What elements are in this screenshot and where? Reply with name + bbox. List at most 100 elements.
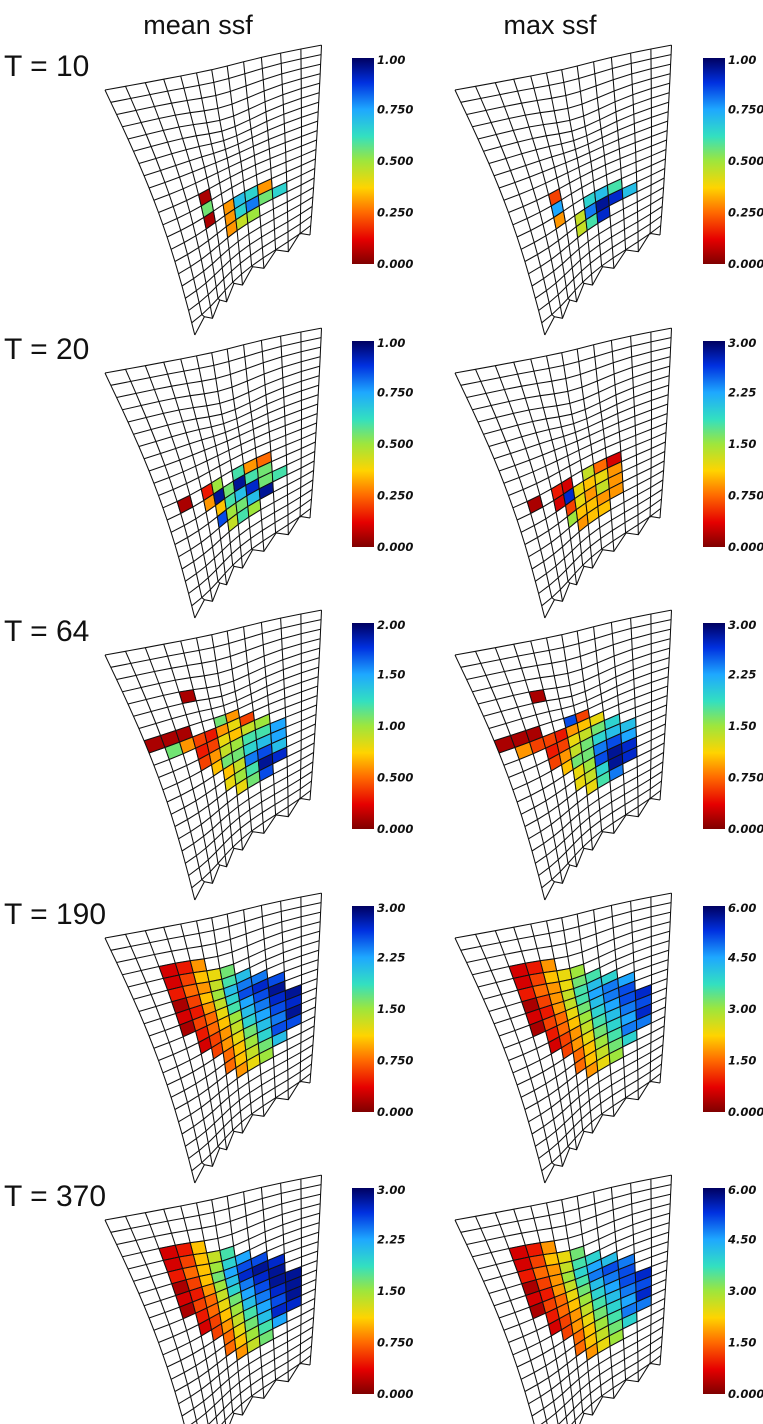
- mesh-line: [226, 630, 253, 833]
- colorbar-tick-label: 4.50: [727, 1233, 756, 1247]
- row-label: T = 20: [4, 333, 89, 366]
- mesh-line: [180, 75, 228, 302]
- mesh-line: [659, 610, 673, 801]
- colorbar-tick-label: 1.50: [728, 1054, 756, 1068]
- mesh-line: [309, 893, 323, 1084]
- mesh-line: [454, 654, 546, 901]
- mesh-line: [243, 61, 265, 269]
- colorbar-tick-label: 0.500: [377, 437, 413, 451]
- mesh-line: [630, 53, 639, 252]
- colorbar-tick-label: 0.000: [728, 822, 763, 836]
- mesh-line: [475, 86, 555, 318]
- mesh-line: [211, 634, 244, 851]
- row-label: T = 370: [4, 1180, 106, 1213]
- colorbar-tick-label: 1.00: [377, 719, 405, 733]
- mesh-line: [180, 358, 228, 585]
- colorbar-tick-label: 0.000: [377, 257, 413, 271]
- mesh-line: [545, 1202, 585, 1414]
- mesh-line: [475, 651, 555, 883]
- mesh-line: [610, 622, 627, 816]
- mesh-line: [513, 1209, 568, 1424]
- mesh-line: [659, 893, 673, 1084]
- colorbar-tick-label: 1.50: [377, 1002, 405, 1016]
- mesh-line: [299, 613, 303, 800]
- colorbar-tick-label: 3.00: [377, 901, 405, 915]
- mesh-line: [561, 1199, 594, 1416]
- colorbar-tick-label: 6.00: [728, 901, 756, 915]
- mesh-line: [104, 654, 196, 901]
- mesh-line: [475, 369, 555, 601]
- colorbar-tick-label: 0.500: [377, 771, 413, 785]
- mesh-line: [280, 1183, 289, 1382]
- mesh-line: [576, 913, 603, 1116]
- mesh-line: [195, 1202, 235, 1414]
- mesh-line: [561, 634, 594, 851]
- mesh-line: [211, 69, 244, 286]
- colorbar-tick-label: 0.000: [728, 1387, 763, 1401]
- row-label: T = 64: [4, 615, 89, 648]
- colorbar-tick-label: 0.500: [728, 154, 763, 168]
- mesh-line: [630, 618, 639, 817]
- mesh-line: [610, 57, 627, 251]
- mesh-line: [545, 72, 585, 284]
- mesh-line: [163, 644, 221, 866]
- mesh-panel-mean: [104, 44, 323, 336]
- mesh-panel-max: [454, 609, 673, 901]
- mesh-line: [299, 896, 303, 1083]
- colorbar-tick-label: 2.25: [377, 1233, 405, 1247]
- mesh-line: [144, 1212, 209, 1424]
- mesh-line: [195, 637, 235, 849]
- mesh-panel-mean: [104, 609, 323, 901]
- mesh-line: [454, 89, 546, 336]
- mesh-line: [649, 331, 653, 518]
- mesh-line: [659, 328, 673, 519]
- colorbar-tick-label: 1.00: [377, 53, 405, 67]
- mesh-line: [630, 336, 639, 535]
- colorbar-tick-label: 0.250: [728, 206, 763, 220]
- mesh-line: [226, 1195, 253, 1398]
- colorbar-tick-label: 0.000: [728, 257, 763, 271]
- mesh-panel-max: [454, 892, 673, 1184]
- mesh-line: [280, 618, 289, 817]
- mesh-line: [530, 640, 578, 867]
- mesh-line: [610, 1187, 627, 1381]
- mesh-line: [513, 927, 571, 1149]
- mesh-line: [226, 913, 253, 1116]
- column-title-max: max ssf: [503, 10, 597, 40]
- colorbar-tick-label: 2.25: [728, 668, 756, 682]
- mesh-line: [243, 1191, 265, 1399]
- mesh-line: [104, 1219, 185, 1424]
- mesh-line: [454, 937, 546, 1184]
- mesh-line: [649, 48, 653, 235]
- mesh-line: [125, 1216, 198, 1424]
- mesh-line: [125, 651, 205, 883]
- mesh-line: [576, 65, 603, 268]
- mesh-line: [125, 369, 205, 601]
- mesh-line: [180, 640, 228, 867]
- colorbar-tick-label: 1.50: [728, 719, 756, 733]
- mesh-line: [576, 1195, 603, 1398]
- colorbar-tick-label: 0.000: [377, 822, 413, 836]
- mesh-line: [243, 626, 265, 834]
- row-label: T = 10: [4, 50, 89, 83]
- mesh-panel-max: [454, 1174, 673, 1424]
- mesh-line: [610, 340, 627, 534]
- colorbar-tick-label: 1.50: [377, 1284, 405, 1298]
- mesh-line: [561, 69, 594, 286]
- mesh-line: [195, 920, 235, 1132]
- mesh-line: [280, 53, 289, 252]
- mesh-line: [576, 348, 603, 551]
- mesh-line: [144, 82, 214, 319]
- mesh-line: [195, 355, 235, 567]
- mesh-line: [309, 45, 323, 236]
- mesh-line: [309, 610, 323, 801]
- mesh-line: [243, 344, 265, 552]
- colorbar-mean: [352, 341, 374, 547]
- colorbar-tick-label: 1.00: [377, 336, 405, 350]
- colorbar-mean: [352, 58, 374, 264]
- mesh-line: [309, 328, 323, 519]
- mesh-line: [593, 1191, 615, 1399]
- colorbar-tick-label: 0.000: [377, 1387, 413, 1401]
- mesh-panel-mean: [104, 327, 323, 619]
- mesh-line: [163, 927, 221, 1149]
